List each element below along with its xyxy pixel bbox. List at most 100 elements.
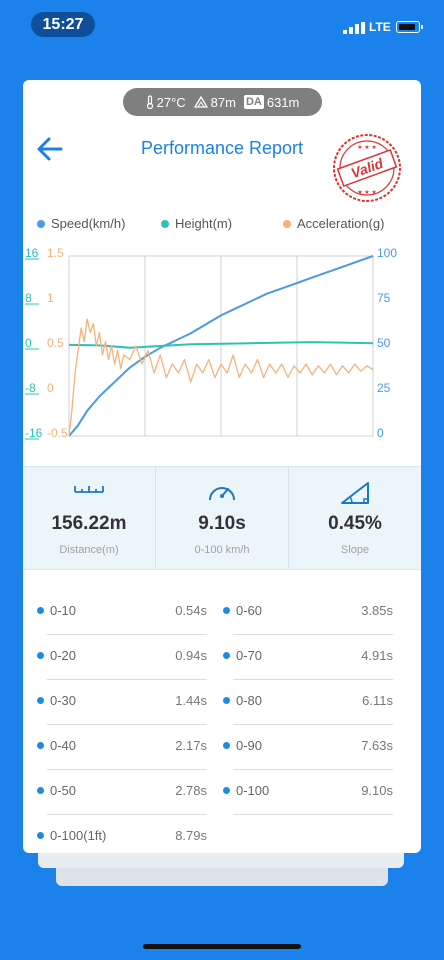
- split-label: 0-100(1ft): [50, 828, 107, 843]
- divider: [233, 724, 393, 725]
- split-time-row: 0-40 2.17s: [37, 725, 207, 770]
- bullet-dot: [37, 742, 44, 749]
- back-arrow-icon[interactable]: [33, 132, 67, 166]
- split-value: 4.91s: [361, 648, 393, 663]
- legend-acceleration: Acceleration(g): [283, 216, 384, 231]
- bullet-dot: [223, 787, 230, 794]
- split-value: 2.78s: [175, 783, 207, 798]
- height-tick-label: 16: [25, 246, 39, 260]
- svg-text:★ ★ ★: ★ ★ ★: [357, 144, 376, 151]
- mountain-icon: [193, 96, 208, 108]
- bullet-dot: [223, 697, 230, 704]
- temperature-value: 27°C: [156, 94, 186, 110]
- split-value: 6.11s: [362, 693, 393, 708]
- stat-slope: 0.45% Slope: [289, 467, 421, 569]
- height-tick-label: -8: [25, 381, 36, 395]
- divider: [47, 724, 207, 725]
- split-value: 3.85s: [361, 603, 393, 618]
- split-time-row: 0-10 0.54s: [37, 590, 207, 635]
- report-card: 27°C 87m DA 631m Performance Report Vali…: [23, 80, 421, 853]
- split-value: 1.44s: [175, 693, 207, 708]
- divider: [47, 634, 207, 635]
- split-time-row: 0-90 7.63s: [223, 725, 393, 770]
- split-label: 0-80: [236, 693, 263, 708]
- bullet-dot: [223, 652, 230, 659]
- chart-legend: Speed(km/h) Height(m) Acceleration(g): [23, 216, 421, 234]
- distance-value: 156.22m: [51, 513, 127, 534]
- split-value: 0.54s: [175, 603, 207, 618]
- bullet-dot: [37, 652, 44, 659]
- speed-tick-label: 25: [377, 381, 391, 395]
- performance-chart: 16 8 0 -8 -16 1.5 1 0.5 0 -0.5 100 75 50 25 0: [25, 246, 397, 440]
- legend-speed-label: Speed(km/h): [51, 216, 126, 231]
- split-label: 0-50: [50, 783, 77, 798]
- acceleration-tick-label: 1: [47, 291, 54, 305]
- legend-speed: Speed(km/h): [37, 216, 125, 231]
- status-bar: 15:27 LTE: [0, 0, 444, 48]
- split-value: 9.10s: [361, 783, 393, 798]
- height-line: [68, 341, 374, 349]
- legend-speed-dot: [37, 219, 45, 228]
- slope-value: 0.45%: [328, 513, 382, 534]
- stat-distance: 156.22m Distance(m): [23, 467, 156, 569]
- environment-pill: 27°C 87m DA 631m: [123, 88, 322, 116]
- altitude: 87m: [193, 94, 236, 110]
- split-time-row: 0-70 4.91s: [223, 635, 393, 680]
- legend-accel-dot: [283, 219, 291, 228]
- acceleration-tick-label: 0: [47, 381, 54, 395]
- split-label: 0-90: [236, 738, 263, 753]
- legend-height-dot: [161, 219, 169, 228]
- legend-height-label: Height(m): [175, 216, 233, 231]
- bullet-dot: [37, 832, 44, 839]
- bullet-dot: [223, 742, 230, 749]
- legend-accel-label: Acceleration(g): [297, 216, 385, 231]
- split-label: 0-10: [50, 603, 77, 618]
- temperature: 27°C: [146, 95, 186, 110]
- page-title: Performance Report: [140, 138, 304, 158]
- da-badge: DA: [243, 95, 264, 109]
- stat-0-100: 9.10s 0-100 km/h: [156, 467, 289, 569]
- acceleration-time-value: 9.10s: [198, 513, 246, 534]
- split-label: 0-100: [236, 783, 270, 798]
- speedometer-icon: [209, 487, 235, 501]
- acceleration-line: [68, 318, 374, 437]
- acceleration-tick-label: -0.5: [47, 426, 68, 440]
- bullet-dot: [37, 787, 44, 794]
- divider: [47, 769, 207, 770]
- split-time-row: 0-100 9.10s: [223, 770, 393, 815]
- split-time-row: 0-20 0.94s: [37, 635, 207, 680]
- clock: 15:27: [31, 12, 95, 37]
- battery-icon: [396, 21, 423, 33]
- divider: [233, 769, 393, 770]
- speed-tick-label: 75: [377, 291, 391, 305]
- split-time-row: 0-100(1ft) 8.79s: [37, 815, 207, 853]
- network-type: LTE: [369, 20, 391, 34]
- svg-text:★ ★ ★: ★ ★ ★: [357, 189, 376, 196]
- split-label: 0-20: [50, 648, 77, 663]
- height-tick-label: -16: [25, 426, 43, 440]
- slope-icon: [341, 482, 369, 504]
- height-tick-label: 0: [25, 336, 32, 350]
- speed-tick-label: 0: [377, 426, 384, 440]
- split-value: 2.17s: [175, 738, 207, 753]
- split-label: 0-70: [236, 648, 263, 663]
- valid-stamp: Valid ★ ★ ★ ★ ★ ★: [333, 134, 401, 202]
- signal-icon: [343, 22, 365, 34]
- divider: [47, 679, 207, 680]
- split-time-row: 0-60 3.85s: [223, 590, 393, 635]
- distance-label: Distance(m): [59, 544, 119, 556]
- altitude-value: 87m: [210, 94, 236, 110]
- bullet-dot: [223, 607, 230, 614]
- home-indicator: [143, 944, 301, 949]
- speed-tick-label: 50: [377, 336, 391, 350]
- split-label: 0-30: [50, 693, 77, 708]
- split-time-row: 0-50 2.78s: [37, 770, 207, 815]
- bullet-dot: [37, 607, 44, 614]
- split-label: 0-40: [50, 738, 77, 753]
- height-tick-label: 8: [25, 291, 32, 305]
- thermometer-icon: [146, 95, 153, 109]
- density-altitude-value: 631m: [266, 94, 300, 110]
- bullet-dot: [37, 697, 44, 704]
- slope-label: Slope: [340, 544, 370, 556]
- speed-tick-label: 100: [377, 246, 397, 260]
